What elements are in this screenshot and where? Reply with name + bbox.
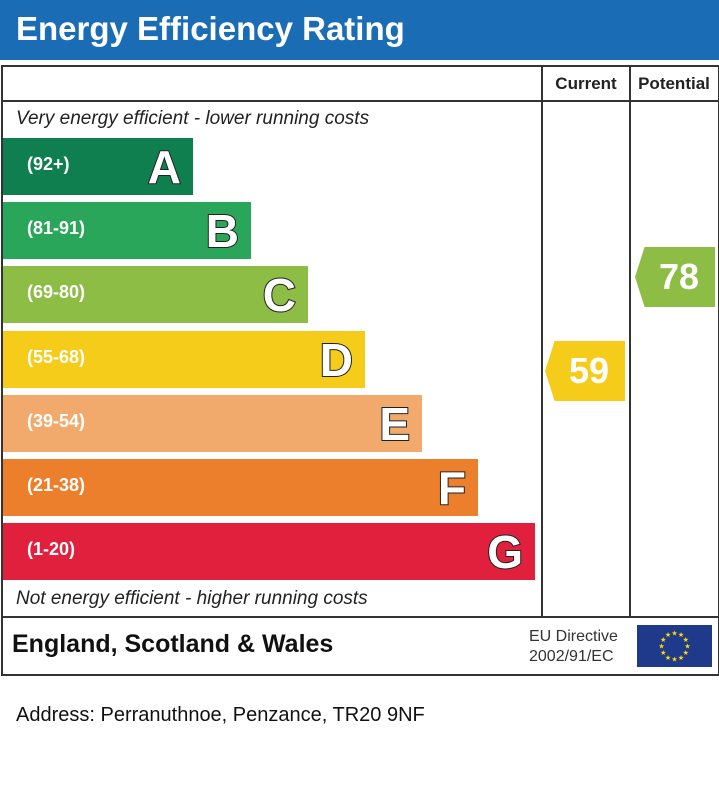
current-rating-value: 59 — [568, 350, 610, 391]
current-header: Current — [555, 74, 617, 93]
potential-rating-arrow: 78 — [635, 247, 715, 307]
potential-header: Potential — [638, 74, 710, 93]
band-letter: G — [486, 525, 524, 579]
band-letter: B — [205, 204, 240, 258]
header-divider — [1, 100, 718, 102]
star-icon: ★ — [684, 643, 690, 651]
band-range: (1-20) — [27, 539, 76, 560]
eu-flag-icon: ★ ★★★★★★★★★★★ — [637, 625, 712, 667]
band-letter: C — [262, 268, 297, 322]
address: Address: Perranuthnoe, Penzance, TR20 9N… — [16, 704, 425, 726]
star-icon: ★ — [683, 649, 689, 657]
column-divider — [629, 65, 631, 618]
title-bar — [0, 0, 719, 60]
star-icon: ★ — [665, 631, 671, 639]
band-d: (55-68) D — [3, 330, 365, 388]
band-f: (21-38) F — [3, 459, 478, 516]
country-label: England, Scotland & Wales — [12, 630, 334, 658]
band-g: (1-20) G — [3, 523, 535, 581]
band-e: (39-54) E — [3, 394, 422, 452]
directive-line2: 2002/91/EC — [529, 648, 614, 665]
star-icon: ★ — [660, 649, 666, 657]
star-icon: ★ — [665, 654, 671, 662]
star-icon: ★ — [658, 643, 664, 651]
star-icon: ★ — [678, 654, 684, 662]
band-letter: E — [378, 397, 411, 451]
star-icon: ★ — [671, 630, 677, 638]
band-range: (21-38) — [27, 475, 86, 495]
eu-directive: EU Directive 2002/91/EC — [529, 627, 618, 667]
band-range: (69-80) — [27, 282, 86, 303]
band-range: (55-68) — [27, 346, 86, 367]
band-range: (92+) — [27, 154, 70, 174]
bottom-note: Not energy efficient - higher running co… — [16, 588, 368, 609]
band-letter: D — [319, 333, 354, 387]
star-icon: ★ — [678, 631, 684, 639]
band-letter: F — [437, 461, 467, 515]
band-range: (81-91) — [27, 218, 86, 239]
footer-divider — [1, 616, 718, 618]
star-icon: ★ — [671, 656, 677, 664]
star-icon: ★ — [683, 636, 689, 644]
band-b: (81-91) B — [3, 202, 251, 260]
top-note: Very energy efficient - lower running co… — [16, 108, 370, 129]
directive-line1: EU Directive — [529, 628, 618, 645]
band-a: (92+) A — [3, 138, 193, 195]
potential-rating-value: 78 — [658, 256, 700, 297]
star-icon: ★ — [660, 636, 666, 644]
chart-title: Energy Efficiency Rating — [16, 10, 405, 47]
current-rating-arrow: 59 — [545, 341, 625, 401]
band-letter: A — [147, 140, 182, 194]
band-c: (69-80) C — [3, 266, 308, 324]
column-divider — [541, 65, 543, 618]
band-range: (39-54) — [27, 410, 86, 431]
